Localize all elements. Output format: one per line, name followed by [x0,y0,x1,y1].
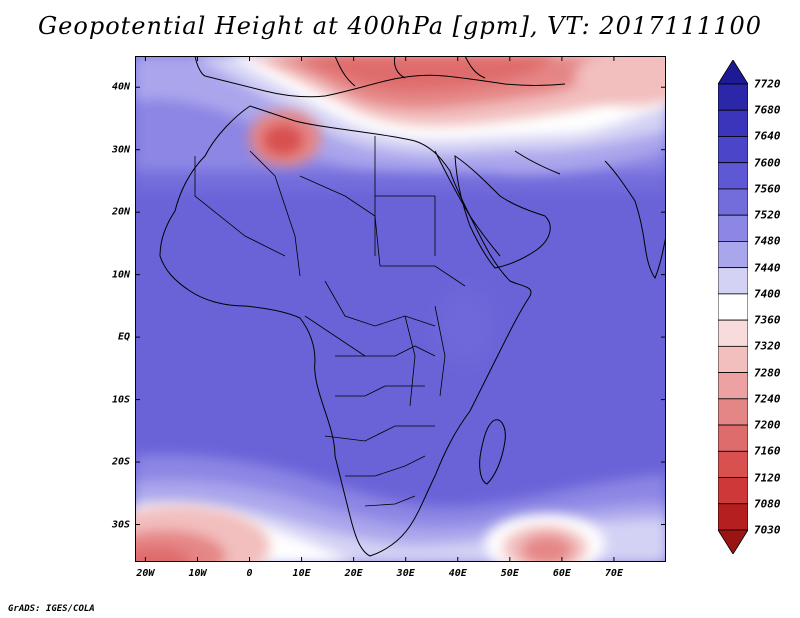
lon-label: 0 [246,568,253,579]
colorbar-swatch [718,398,748,426]
colorbar-swatch [718,214,748,242]
lat-tick-marks [135,86,666,526]
lat-label: 30N [111,144,130,156]
low-south-indian-core [522,536,572,562]
lon-label: 10E [292,568,311,579]
lon-label: 60E [552,568,571,579]
colorbar-swatch [718,293,748,321]
colorbar-swatch [718,267,748,295]
colorbar-top-arrow [718,60,748,85]
colorbar-swatch [718,136,748,164]
colorbar-level-label: 7200 [754,418,781,432]
colorbar-swatch [718,241,748,269]
lat-label: 40N [111,81,130,93]
colorbar-level-label: 7030 [754,523,781,537]
colorbar-level-label: 7360 [754,313,781,327]
lon-label: 30E [396,568,415,579]
lat-label: 10S [111,394,130,406]
colorbar-swatch [718,162,748,190]
colorbar-swatch [718,372,748,400]
lon-label: 40E [448,568,467,579]
colorbar-level-label: 7240 [754,392,781,406]
colorbar-bottom-arrow [718,529,748,554]
lon-label: 70E [604,568,623,579]
colorbar-level-label: 7560 [754,182,781,196]
colorbar-swatch [718,345,748,373]
colorbar-level-label: 7280 [754,366,781,380]
lon-tick-marks [144,56,615,562]
lat-label: 30S [111,519,130,531]
colorbar-level-label: 7120 [754,471,781,485]
grads-credit: GrADS: IGES/COLA [8,604,95,614]
colorbar-level-label: 7440 [754,261,781,275]
low-south-atlantic-core [135,547,190,562]
colorbar-swatch [718,450,748,478]
colorbar-swatch [718,477,748,505]
colorbar-swatch [718,83,748,111]
colorbar-level-label: 7720 [754,77,781,91]
map-border [135,56,666,562]
colorbar-swatch [718,503,748,531]
high-northeast-pink [575,56,666,106]
colorbar-swatch [718,424,748,452]
lat-label: 20S [111,456,130,468]
coastlines [159,56,666,557]
lat-label: 20N [111,206,130,218]
colorbar-level-label: 7600 [754,156,781,170]
colorbar-level-label: 7680 [754,103,781,117]
colorbar-level-label: 7480 [754,234,781,248]
patch-east-africa [435,286,495,366]
lat-label: EQ [117,331,130,343]
colorbar-level-label: 7520 [754,208,781,222]
colorbar [718,60,748,554]
colorbar-level-label: 7400 [754,287,781,301]
colorbar-level-label: 7080 [754,497,781,511]
geopotential-map [135,56,666,562]
colorbar-swatch [718,188,748,216]
low-northwest-africa-inner [263,125,303,155]
lon-label: 20W [136,568,155,579]
lat-label: 10N [111,269,130,281]
lon-label: 10W [188,568,207,579]
country-borders [194,136,466,507]
colorbar-level-label: 7320 [754,339,781,353]
lon-label: 50E [500,568,519,579]
colorbar-level-label: 7640 [754,129,781,143]
colorbar-swatch [718,109,748,137]
lon-label: 20E [344,568,363,579]
colorbar-swatch [718,319,748,347]
map-title: Geopotential Height at 400hPa [gpm], VT:… [38,12,762,40]
colorbar-level-label: 7160 [754,444,781,458]
